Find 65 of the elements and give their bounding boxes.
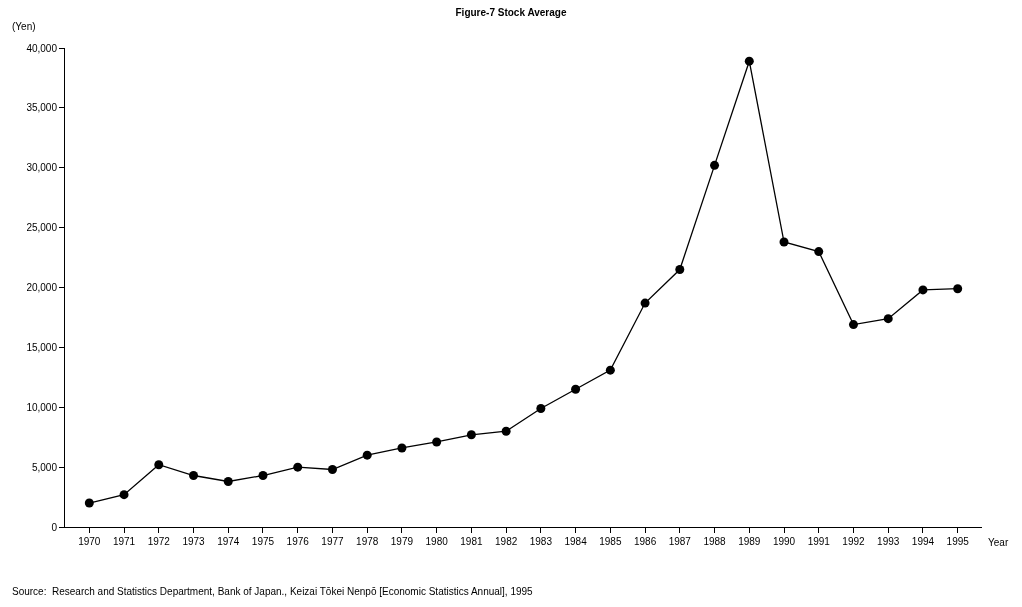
x-tick-label: 1984 [564,536,588,547]
point [710,160,720,170]
chart-title: Figure-7 Stock Average [455,7,567,19]
x-tick-label: 1971 [112,536,136,547]
y-tick-label: 15,000 [26,341,58,353]
x-tick-label: 1980 [425,536,449,547]
x-tick-label: 1993 [877,536,900,547]
x-tick-label: 1970 [78,536,101,547]
x-tick-label: 1989 [738,536,761,547]
point [848,320,858,330]
point [397,443,407,453]
source-note: Source: Research and Statistics Department, Bank of Japan., Keizai Tōkei Nenpō [Economic Statistics Annual], 1995 [12,586,534,597]
x-tick-label: 1976 [286,536,310,547]
point [223,477,233,486]
x-tick-label: 1975 [251,536,275,547]
y-tick-label: 40,000 [26,42,58,54]
point [501,426,511,436]
point [571,384,581,394]
point [744,56,754,66]
point [258,471,268,481]
point [362,450,372,460]
x-tick-label: 1981 [460,536,483,547]
x-tick-label: 1988 [703,536,727,547]
point [119,490,129,500]
x-tick-label: 1992 [842,536,866,547]
y-tick-label: 10,000 [26,401,58,413]
point [536,403,546,413]
x-tick-label: 1979 [390,536,414,547]
x-tick-label: 1990 [772,536,796,547]
x-tick-label: 1983 [529,536,553,547]
x-tick-label: 1982 [495,536,518,547]
point [432,437,442,447]
y-tick-label: 25,000 [26,222,58,234]
x-tick-label: 1973 [182,536,206,547]
y-tick-label: 35,000 [26,102,58,114]
y-tick-label: 0 [51,521,58,533]
y-tick-label: 30,000 [26,162,58,174]
point [327,465,337,475]
x-tick-label: 1987 [668,536,692,547]
x-tick-label: 1974 [217,536,240,547]
x-tick-label: 1986 [633,536,657,547]
x-tick-label: 1978 [356,536,379,547]
x-tick-label: 1977 [321,536,345,547]
point [189,471,199,481]
point [779,237,789,247]
point [293,462,303,472]
x-tick-label: 1995 [946,536,970,547]
point [605,365,615,375]
point [466,430,476,440]
point [675,265,685,275]
point [953,284,963,294]
point [883,314,893,324]
x-tick-label: 1991 [807,536,831,547]
y-tick-label: 20,000 [26,282,58,293]
y-axis-title: (Yen) [12,21,36,32]
point [640,298,650,308]
x-axis-title: Year [988,537,1009,548]
point [84,498,94,508]
point [154,460,164,470]
x-tick-label: 1994 [911,536,935,547]
x-tick-label: 1985 [599,536,622,547]
point [814,247,824,257]
y-tick-label: 5,000 [31,461,58,473]
x-tick-label: 1972 [147,536,171,547]
point [918,285,928,295]
